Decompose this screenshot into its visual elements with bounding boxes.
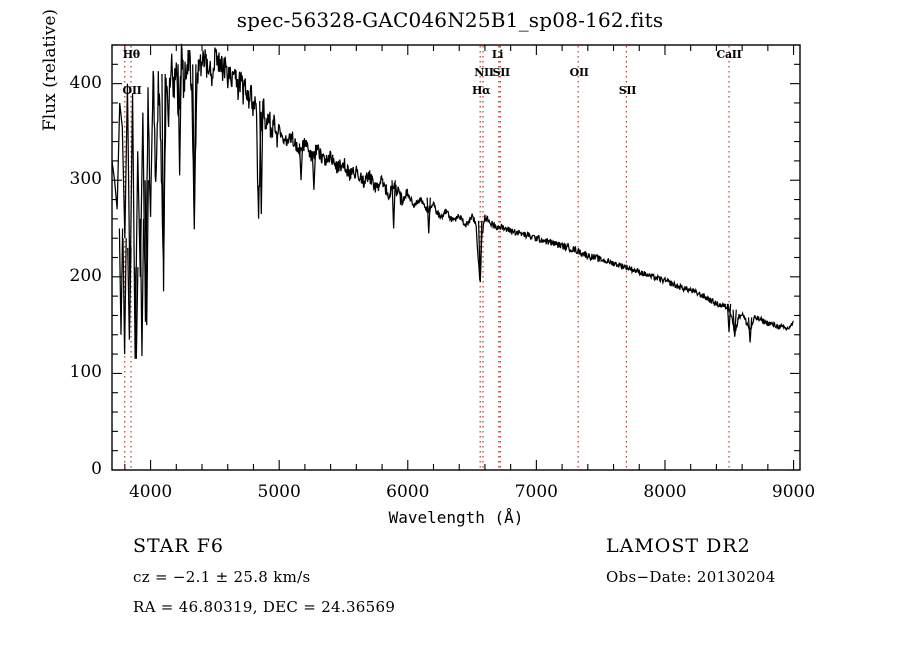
x-tick-label: 5000 — [257, 482, 301, 502]
metadata-line: Obs−Date: 20130204 — [606, 568, 776, 586]
x-tick-label: 9000 — [771, 482, 816, 502]
absorption-features — [118, 64, 753, 359]
spectral-line-label: SII — [618, 84, 637, 97]
spectrum-trace — [111, 43, 794, 359]
spectral-line-label: Hα — [472, 84, 491, 97]
y-tick-label: 400 — [69, 72, 102, 93]
axis-ticks — [112, 44, 800, 471]
x-tick-label: 7000 — [514, 482, 558, 502]
spectral-line-label: NII — [474, 66, 494, 79]
x-tick-label: 6000 — [386, 482, 430, 502]
metadata-line: LAMOST DR2 — [606, 535, 751, 557]
y-tick-label: 0 — [91, 459, 102, 479]
plot-frame — [111, 44, 801, 471]
y-tick-label: 300 — [69, 169, 102, 190]
y-tick-label: 200 — [69, 265, 102, 286]
spectral-line-label: Hθ — [122, 48, 140, 61]
x-axis-title: Wavelength (Å) — [388, 508, 524, 527]
x-tick-label: 8000 — [643, 482, 687, 502]
x-tick-label: 4000 — [128, 482, 173, 502]
spectral-line-label: Li — [491, 48, 504, 61]
spectral-line-label: SII — [492, 66, 511, 79]
metadata-line: cz = −2.1 ± 25.8 km/s — [133, 568, 311, 586]
metadata-line: STAR F6 — [133, 535, 224, 557]
metadata-line: RA = 46.80319, DEC = 24.36569 — [133, 598, 396, 616]
y-tick-label: 100 — [69, 362, 102, 383]
spectral-line-label: OII — [122, 84, 142, 97]
spectral-marker-lines — [124, 46, 730, 469]
page-title: spec-56328-GAC046N25B1_sp08-162.fits — [236, 8, 664, 32]
spectral-line-label: CaII — [716, 48, 742, 61]
spectral-line-label: OII — [569, 66, 589, 79]
